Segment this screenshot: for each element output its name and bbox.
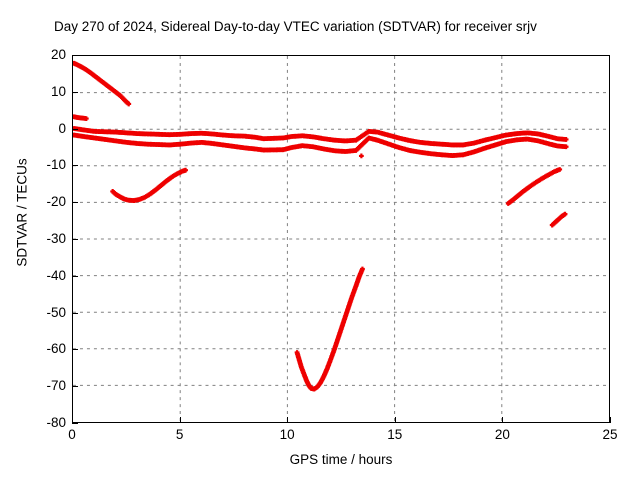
y-tick-label: -50: [46, 304, 66, 320]
x-tick-label: 25: [602, 427, 618, 442]
x-tick-label: 0: [68, 427, 76, 442]
gridlines: [73, 56, 609, 422]
y-tick-label: -60: [46, 341, 66, 357]
y-tick-label: 20: [50, 47, 66, 62]
x-axis-tick-labels: 0 5 10 15 20 25: [68, 427, 617, 448]
x-tick-label: 10: [279, 427, 295, 442]
y-axis-tick-labels: 20 10 0 -10 -20 -30 -40 -50 -60 -70 -80: [0, 48, 66, 429]
y-tick-label: -80: [46, 415, 66, 430]
x-tick-mark: [502, 417, 504, 423]
x-tick-mark: [287, 417, 289, 423]
y-tick-label: -70: [46, 378, 66, 394]
x-tick-mark: [72, 417, 73, 423]
plot-svg: [73, 56, 609, 422]
y-tick-label: 0: [58, 120, 66, 136]
x-tick-mark: [394, 417, 396, 423]
data-series-layer: [73, 60, 569, 392]
y-tick-mark: [72, 239, 78, 240]
y-tick-label: 10: [50, 83, 66, 99]
x-tick-mark: [610, 417, 611, 423]
y-tick-mark: [72, 55, 78, 56]
x-axis-title: GPS time / hours: [289, 452, 393, 467]
x-tick-label: 20: [494, 427, 510, 442]
y-tick-mark: [72, 91, 78, 93]
y-tick-label: -20: [46, 194, 66, 210]
y-tick-mark: [72, 312, 78, 314]
x-tick-mark: [179, 417, 181, 423]
y-tick-mark: [72, 423, 78, 424]
y-tick-mark: [72, 128, 78, 130]
plot-area: [72, 55, 610, 423]
y-tick-label: -30: [46, 231, 66, 246]
y-tick-mark: [72, 275, 78, 277]
y-tick-label: -10: [46, 157, 66, 173]
x-tick-label: 15: [387, 427, 403, 442]
y-tick-label: -40: [46, 267, 66, 283]
chart-title: Day 270 of 2024, Sidereal Day-to-day VTE…: [54, 19, 537, 34]
x-tick-label: 5: [175, 427, 184, 442]
y-tick-mark: [72, 386, 78, 388]
y-tick-mark: [72, 165, 78, 167]
y-tick-mark: [72, 202, 78, 204]
y-tick-mark: [72, 349, 78, 351]
